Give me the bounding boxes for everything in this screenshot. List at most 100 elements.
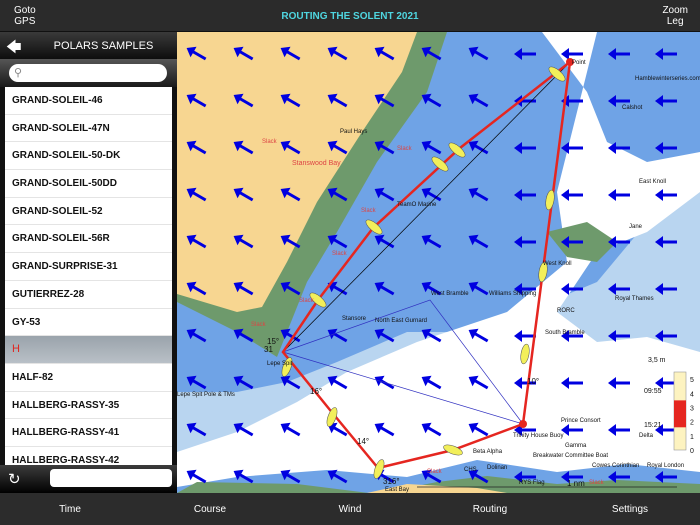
waypoint-icon[interactable] [519, 420, 527, 428]
map-label: Beta Alpha [473, 449, 503, 455]
current-arrow-icon [374, 140, 395, 155]
slack-label: Slack [361, 208, 377, 214]
current-arrow-icon [421, 234, 442, 249]
south-shore [177, 476, 700, 493]
current-arrow-icon [374, 46, 395, 61]
map-label: Breakwater Committee Boat [533, 453, 608, 459]
boat-markers [280, 58, 574, 480]
current-arrow-icon [186, 375, 207, 390]
current-arrow-icon [514, 48, 536, 60]
current-arrow-icon [655, 283, 677, 295]
sidebar-footer: ↻ [0, 465, 177, 493]
list-item[interactable]: GRAND-SURPRISE-31 [5, 253, 172, 281]
boat-icon[interactable] [308, 291, 328, 310]
map-label: Royal Thames [615, 296, 654, 302]
tide-readout: 3,5 m [648, 357, 666, 364]
boat-icon[interactable] [372, 458, 386, 480]
current-arrow-icon [374, 234, 395, 249]
tab-routing[interactable]: Routing [472, 504, 508, 515]
list-item[interactable]: GRAND-SOLEIL-46 [5, 87, 172, 115]
map-label: Dolinan [487, 465, 507, 471]
list-item[interactable]: HALLBERG-RASSY-35 [5, 392, 172, 420]
slack-label: Slack [299, 298, 315, 304]
list-item[interactable]: HALLBERG-RASSY-41 [5, 419, 172, 447]
tide-range [674, 400, 686, 428]
tab-wind[interactable]: Wind [338, 504, 362, 515]
map-label: RYS Flag [519, 480, 545, 486]
current-arrow-icon [280, 140, 301, 155]
search-input[interactable]: ⚲ [9, 64, 167, 82]
boat-icon[interactable] [364, 218, 384, 237]
boat-icon[interactable] [547, 65, 567, 84]
current-arrow-icon [561, 142, 583, 154]
boat-icon[interactable] [519, 343, 530, 365]
current-arrow-icon [280, 375, 301, 390]
current-arrow-icon [514, 236, 536, 248]
current-arrow-icon [514, 95, 536, 107]
current-arrow-icon [608, 48, 630, 60]
tab-course[interactable]: Course [193, 504, 227, 515]
map-label: TeamO Marine [397, 202, 437, 208]
current-arrow-icon [186, 328, 207, 343]
list-item[interactable]: GRAND-SOLEIL-50-DK [5, 142, 172, 171]
map-label: Lepe Spit Pole & TMs [177, 392, 235, 398]
tab-settings[interactable]: Settings [611, 504, 649, 515]
boat-icon[interactable] [430, 155, 450, 174]
current-arrow-icon [327, 187, 348, 202]
boat-icon[interactable] [447, 141, 467, 160]
current-arrow-icon [233, 281, 254, 296]
chart-map[interactable]: Point Hamblewinterseries.com Calshot Paul H… [177, 32, 700, 493]
current-arrow-icon [233, 422, 254, 437]
current-arrow-icon [655, 236, 677, 248]
polars-sidebar: 🡄 POLARS SAMPLES ⚲ GRAND-SOLEIL-46 GRAND-… [0, 32, 177, 493]
goto-gps-button[interactable]: Goto GPS [14, 5, 36, 27]
current-arrow-icon [561, 283, 583, 295]
current-arrow-icon [468, 140, 489, 155]
boat-icon[interactable] [442, 443, 464, 457]
tide-tick: 1 [690, 434, 694, 441]
current-arrow-icon [561, 236, 583, 248]
current-arrow-icon [327, 93, 348, 108]
list-item[interactable]: GRAND-SOLEIL-52 [5, 198, 172, 226]
list-item[interactable]: HALF-82 [5, 364, 172, 392]
tide-readout: 15:21 [644, 422, 662, 429]
current-arrow-icon [186, 234, 207, 249]
current-arrow-icon [655, 48, 677, 60]
list-item[interactable]: GRAND-SOLEIL-50DD [5, 170, 172, 198]
tab-time[interactable]: Time [59, 504, 81, 515]
polar-list[interactable]: GRAND-SOLEIL-46 GRAND-SOLEIL-47N GRAND-SOL… [5, 87, 172, 465]
slack-label: Slack [589, 480, 605, 486]
arrow-left-icon[interactable]: 🡄 [6, 39, 22, 56]
current-arrow-icon [468, 328, 489, 343]
zoom-label: Zoom [662, 5, 688, 16]
footer-field[interactable] [50, 469, 172, 487]
current-arrow-icon [280, 93, 301, 108]
map-label: Point [572, 60, 586, 66]
current-arrow-icon [514, 283, 536, 295]
heading-label: 316° [383, 477, 400, 486]
leg-label: Leg [666, 16, 684, 27]
current-arrow-icon [327, 375, 348, 390]
tide-tick: 5 [690, 377, 694, 384]
list-item[interactable]: GY-53 [5, 309, 172, 337]
zoom-leg-button[interactable]: Zoom Leg [662, 5, 688, 27]
waypoint-icon[interactable] [566, 58, 574, 66]
boat-icon[interactable] [544, 189, 555, 211]
slack-label: Slack [262, 139, 278, 145]
list-item[interactable]: GRAND-SOLEIL-47N [5, 115, 172, 143]
current-arrow-icon [608, 95, 630, 107]
boat-icon[interactable] [537, 261, 548, 283]
map-label: Hamblewinterseries.com [635, 76, 700, 82]
current-arrow-icon [280, 281, 301, 296]
slack-label: Slack [251, 322, 267, 328]
list-item[interactable]: GUTIERREZ-28 [5, 281, 172, 309]
current-arrow-icon [655, 95, 677, 107]
boat-icon[interactable] [325, 406, 339, 428]
list-item[interactable]: HALLBERG-RASSY-42 [5, 447, 172, 465]
map-label: Cowes Corinthian [592, 463, 639, 469]
current-arrow-icon [468, 187, 489, 202]
boat-icon[interactable] [280, 356, 294, 378]
refresh-icon[interactable]: ↻ [8, 471, 21, 488]
current-arrow-icon [468, 422, 489, 437]
list-item[interactable]: GRAND-SOLEIL-56R [5, 225, 172, 254]
